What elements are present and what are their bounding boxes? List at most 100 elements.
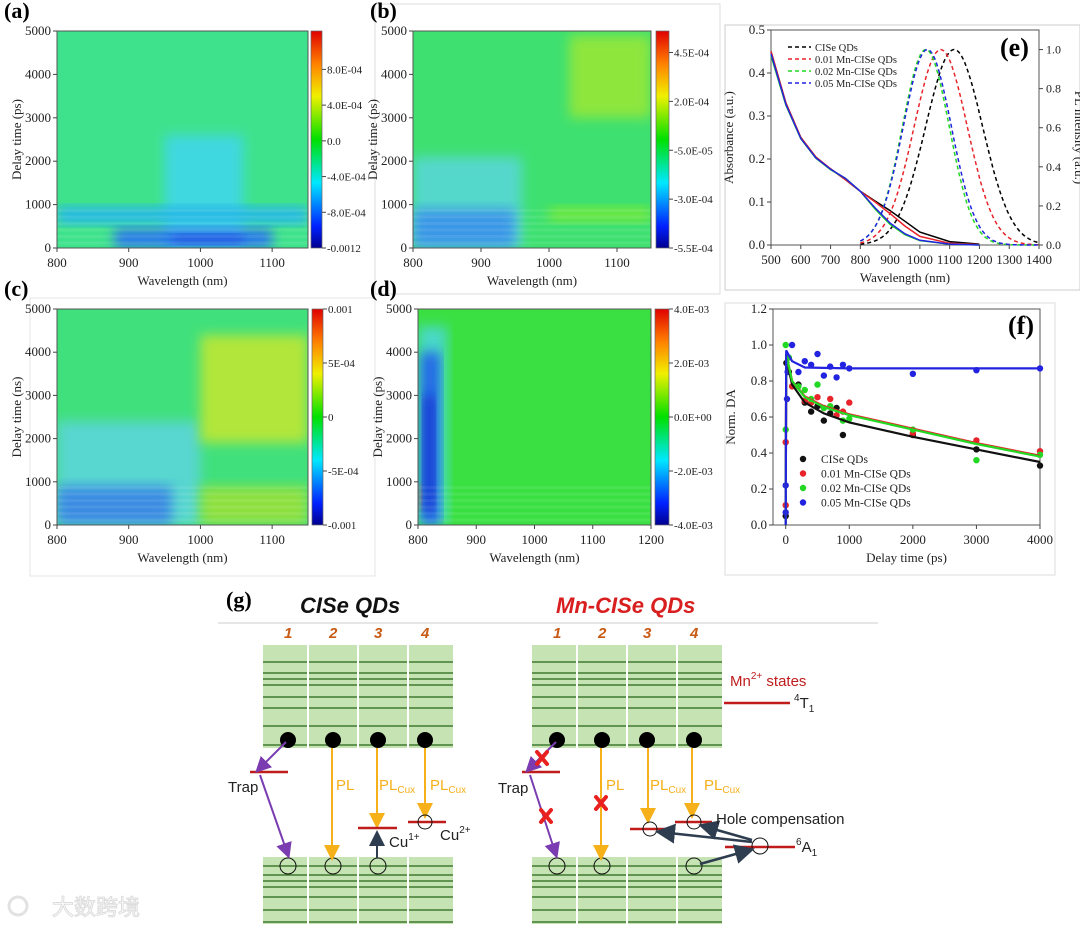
- legend-marker: [799, 470, 807, 477]
- t-sup: 4: [794, 693, 800, 704]
- bands: 1 2 3 4 1 2 3 4: [263, 625, 722, 924]
- data-point: [973, 457, 980, 464]
- heatmap-region: [57, 486, 172, 525]
- pl-main: PL: [430, 777, 448, 794]
- x-tick-label: 900: [119, 255, 139, 270]
- x-axis-label: Wavelength (nm): [489, 550, 579, 565]
- chart-a: 8.0E-04 4.0E-04 0.0 -4.0E-04 -8.0E-04 -0.0012…: [9, 23, 366, 288]
- heatmap-stripe: [57, 518, 308, 522]
- column-number: 2: [597, 625, 607, 642]
- y-tick-label: 0: [401, 240, 408, 255]
- chart-c: 0.001 5E-04 0 -5E-04 -0.001 800 900 1000 1100 0 10…: [9, 301, 359, 565]
- x-tick-label: 1000: [907, 252, 933, 267]
- panel-label-f: (f): [1008, 311, 1034, 340]
- colorbar-tick-label: 0.001: [328, 304, 353, 316]
- x-tick-label: 900: [471, 255, 491, 270]
- column-number: 1: [284, 625, 292, 642]
- y-tick-label: 4000: [386, 344, 412, 359]
- pl-cux-label-4: PLCux: [430, 777, 466, 796]
- heatmap-stripe: [413, 221, 651, 225]
- y-axis-label: Norm. DA: [723, 389, 738, 445]
- mn-cise-transitions: Trap PL PLCux PLCux Hole compensation Mn…: [498, 671, 844, 866]
- colorbar-tick-label: 4.5E-04: [674, 48, 710, 60]
- colorbar-tick-label: -5E-04: [328, 466, 359, 478]
- x-tick-label: 1100: [259, 532, 285, 547]
- x-tick-label: 1200: [966, 252, 992, 267]
- heatmap-stripe: [418, 512, 651, 516]
- panel-label-c: (c): [4, 276, 28, 301]
- colorbar: [654, 308, 670, 526]
- watermark-text: 大数跨境: [52, 895, 140, 920]
- hole-compensation-label: Hole compensation: [716, 811, 844, 828]
- x-tick-label: 1100: [580, 532, 606, 547]
- y-axis-label: Delay time (ps): [370, 377, 385, 458]
- t-sub: 1: [809, 704, 815, 715]
- x-tick-label: 1100: [937, 252, 963, 267]
- cu-main: Cu: [440, 827, 459, 844]
- cu1-label: Cu1+: [389, 832, 420, 851]
- panel-c-frame: [29, 297, 376, 577]
- plot-frame: [770, 29, 1040, 246]
- x-tick-label: 2000: [900, 532, 926, 547]
- y-tick-label: 2000: [381, 153, 407, 168]
- trap-label-mn: Trap: [498, 780, 528, 797]
- heatmap-stripe: [418, 518, 651, 522]
- pl-label: PL: [336, 777, 354, 794]
- y2-tick-label: 0.0: [1046, 238, 1061, 252]
- x-tick-label: 1000: [187, 532, 213, 547]
- column-number: 3: [643, 625, 652, 642]
- panel-label-e: (e): [1000, 33, 1029, 62]
- watermark-logo-icon: [7, 895, 29, 917]
- legend-label: 0.05 Mn-CISe QDs: [815, 79, 897, 90]
- heatmap-region: [200, 334, 308, 443]
- y-tick-label: 0.8: [751, 373, 767, 388]
- chart-e: 500 600 700 800 900 1000 1100 1200 1300 14000.00.…: [721, 22, 1080, 285]
- heatmap-stripe: [413, 234, 651, 238]
- mn-sup: 2+: [751, 671, 763, 682]
- legend-label: CISe QDs: [815, 43, 858, 54]
- heatmap-stripe: [418, 492, 651, 496]
- electron-dot: [417, 732, 433, 748]
- cu1-sup: 1+: [408, 832, 420, 843]
- y-tick-label: 4000: [25, 66, 51, 81]
- data-point: [839, 431, 847, 439]
- y-tick-label: 5000: [386, 301, 412, 316]
- colorbar: [311, 308, 324, 526]
- fit-line: [784, 349, 1040, 526]
- heatmap-stripe: [57, 208, 308, 212]
- pl-line: [859, 48, 1039, 246]
- heatmap-stripe: [57, 486, 308, 490]
- y2-tick-label: 0.4: [1046, 160, 1061, 174]
- watermark: 大数跨境: [7, 895, 141, 921]
- data-point: [801, 358, 808, 365]
- colorbar-tick-label: 2.0E-04: [674, 96, 710, 108]
- colorbar: [655, 30, 670, 249]
- y-tick-label: 0.5: [749, 22, 765, 37]
- colorbar-tick-label: 0.0: [327, 136, 341, 148]
- x-tick-label: 800: [47, 255, 67, 270]
- y-tick-label: 0: [45, 517, 52, 532]
- plot-frame: [56, 308, 309, 526]
- data-point: [820, 417, 828, 424]
- chart-b: 4.5E-04 2.0E-04 -5.0E-05 -3.0E-04 -5.5E-04 80…: [365, 23, 713, 288]
- heatmap-stripe: [57, 221, 308, 225]
- heatmap-stripe: [413, 208, 651, 212]
- panel-label-a: (a): [4, 0, 30, 23]
- heatmap: [418, 309, 651, 525]
- heatmap-region: [200, 486, 308, 525]
- colorbar-tick-label: 4.0E-03: [674, 304, 710, 316]
- data-point: [807, 408, 815, 415]
- electron-dot: [686, 732, 702, 748]
- colorbar-tick-label: 4.0E-04: [327, 100, 363, 112]
- panel-label-g: (g): [226, 587, 252, 612]
- charts: 8.0E-044.0E-040.0-4.0E-04-8.0E-04-0.0012…: [9, 22, 1080, 565]
- data-point: [814, 381, 821, 388]
- y-tick-label: 1000: [381, 197, 407, 212]
- colorbar: [310, 30, 323, 249]
- pl-main: PL: [650, 777, 668, 794]
- pl-sub: Cux: [448, 785, 466, 796]
- legend-label: 0.01 Mn-CISe QDs: [815, 55, 897, 66]
- x-tick-label: 1000: [522, 532, 548, 547]
